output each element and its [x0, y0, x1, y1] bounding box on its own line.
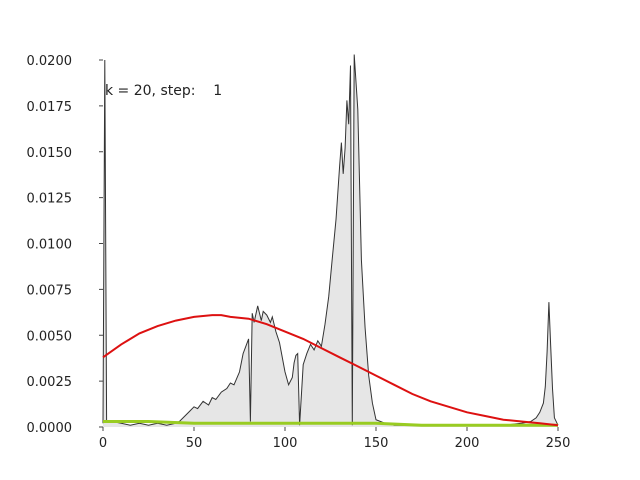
axes: 0.0000 0.0025 0.0050 0.0075 0.0100 0.0125 0.01… — [27, 54, 571, 451]
y-tick-label: 0.0100 — [27, 238, 73, 253]
x-tick-label: 250 — [546, 436, 571, 451]
y-tick-label: 0.0200 — [27, 54, 73, 69]
x-tick-label: 100 — [273, 436, 298, 451]
fit-curve-layer — [102, 314, 559, 427]
y-tick-label: 0.0000 — [27, 421, 73, 436]
histogram-area-layer — [102, 54, 559, 427]
x-tick-label: 200 — [455, 436, 480, 451]
red-fit-curve — [102, 314, 559, 427]
y-tick-label: 0.0150 — [27, 146, 73, 161]
y-tick-label: 0.0075 — [27, 283, 73, 298]
y-tick-label: 0.0025 — [27, 375, 73, 390]
chart-annotation: k = 20, step: 1 — [105, 83, 222, 99]
y-tick-label: 0.0050 — [27, 329, 73, 344]
x-tick-label: 150 — [364, 436, 389, 451]
histogram-fill — [103, 54, 558, 427]
x-tick-label: 0 — [99, 436, 107, 451]
y-tick-label: 0.0175 — [27, 100, 73, 115]
green-fit-line — [103, 420, 558, 427]
x-tick-label: 50 — [186, 436, 203, 451]
y-tick-label: 0.0125 — [27, 192, 73, 207]
